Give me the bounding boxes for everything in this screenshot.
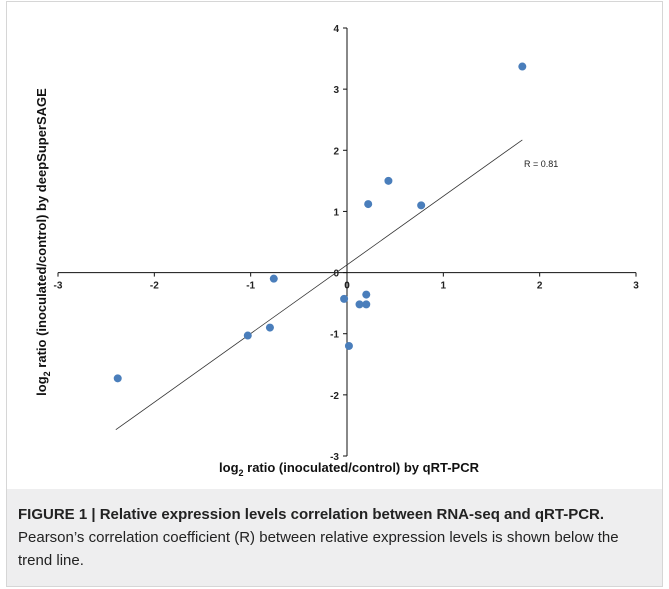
y-tick-label: 3 [333,85,339,96]
r-annotation: R = 0.81 [524,159,558,169]
x-axis-label-rest: ratio (inoculated/control) by qRT-PCR [244,460,480,475]
data-point [355,300,364,309]
data-point [362,290,371,299]
data-point [340,294,349,303]
x-tick-label: 0 [344,281,350,292]
data-point [384,176,393,185]
data-points [113,62,527,383]
x-tick-label: -3 [54,281,63,292]
caption-box [7,489,662,586]
y-axis-label-prefix: log [34,376,49,396]
data-point [269,274,278,283]
y-tick-label: 2 [333,146,339,157]
y-axis-label-rest: ratio (inoculated/control) by deepSuperS… [34,88,49,371]
caption-text: Pearson’s correlation coefficient (R) be… [18,529,619,569]
figure-frame [6,1,663,587]
x-axis-label-prefix: log [219,460,239,475]
tick-labels: -3 -2 -1 0 1 2 3 -3 -2 -1 0 1 2 3 4 [54,24,640,463]
data-point [243,331,252,340]
x-tick-label: -1 [246,281,255,292]
trendline [115,139,523,431]
y-tick-label: 4 [333,24,339,35]
data-point [265,323,274,332]
data-point [113,374,122,383]
axes [57,27,637,457]
y-axis-label: log2 ratio (inoculated/control) by deepS… [34,88,52,396]
y-tick-label: 0 [333,269,339,280]
y-tick-label: -3 [330,452,339,463]
figure-caption: FIGURE 1 | Relative expression levels co… [18,503,638,572]
data-point [344,341,353,350]
y-tick-label: -1 [330,330,339,341]
x-axis-label-sub: 2 [239,468,244,478]
data-point [364,200,373,209]
x-tick-label: 2 [537,281,543,292]
x-axis-label: log2 ratio (inoculated/control) by qRT-P… [219,460,480,478]
y-tick-label: -2 [330,391,339,402]
data-point [518,62,527,71]
trendline-layer [115,139,523,431]
x-tick-label: 1 [441,281,447,292]
data-point [362,300,371,309]
y-axis-label-sub: 2 [42,371,52,376]
x-tick-label: -2 [150,281,159,292]
x-tick-label: 3 [633,281,639,292]
caption-label: FIGURE 1 | Relative expression levels co… [18,506,605,523]
y-tick-label: 1 [333,207,339,218]
data-point [417,201,426,210]
